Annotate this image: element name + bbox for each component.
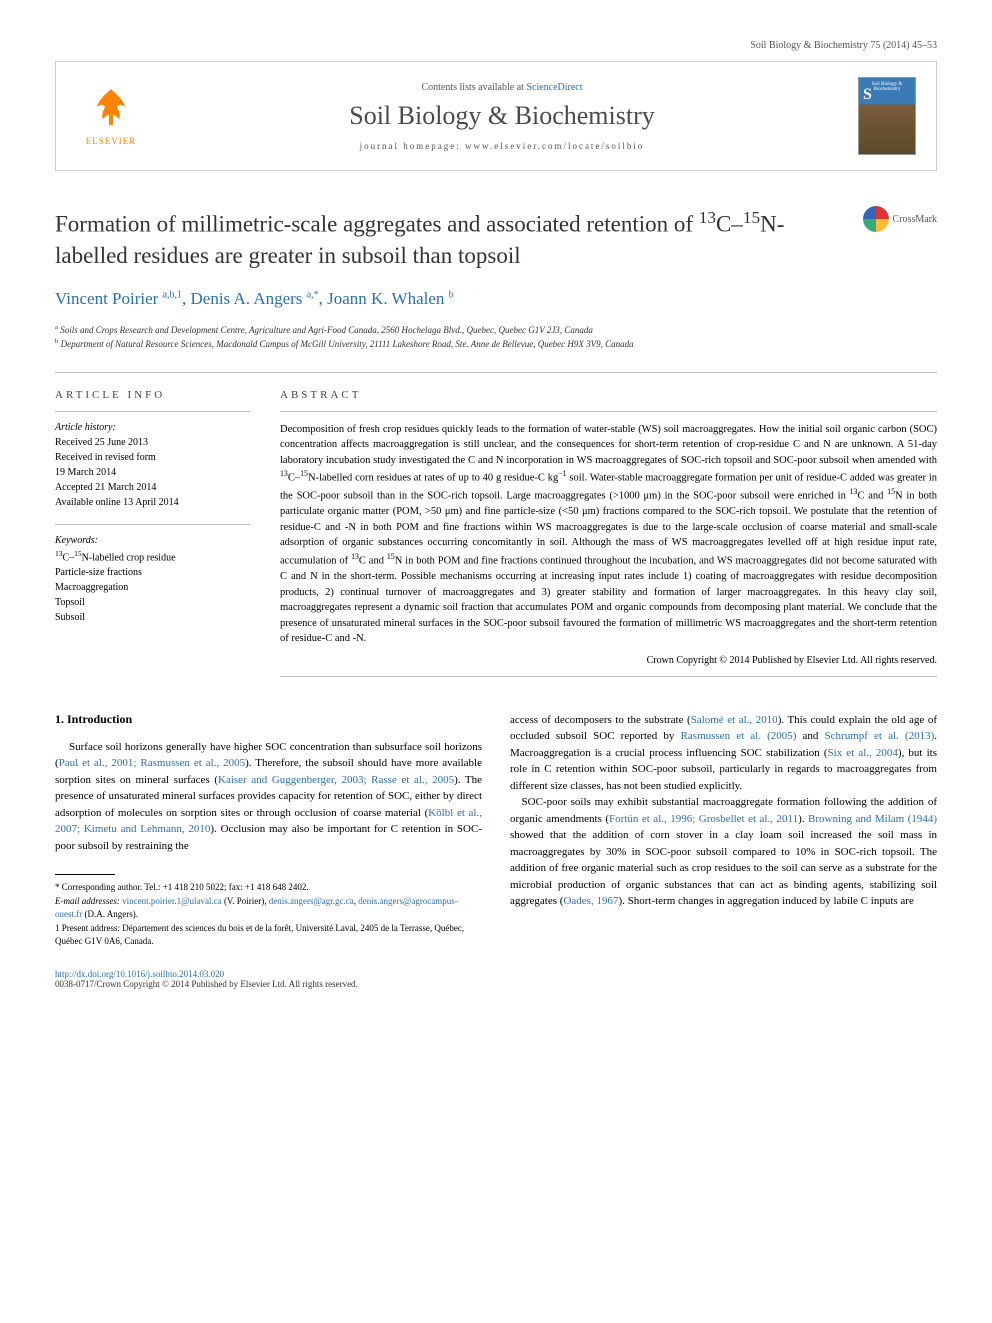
abstract-divider <box>280 411 937 412</box>
elsevier-logo[interactable]: ELSEVIER <box>76 87 146 146</box>
info-divider-2 <box>55 524 250 525</box>
homepage-url[interactable]: www.elsevier.com/locate/soilbio <box>465 141 644 151</box>
article-header: Formation of millimetric-scale aggregate… <box>55 206 937 271</box>
article-info-heading: ARTICLE INFO <box>55 389 250 401</box>
abstract-text: Decomposition of fresh crop residues qui… <box>280 422 937 647</box>
email-label: E-mail addresses: <box>55 896 120 906</box>
page-footer: http://dx.doi.org/10.1016/j.soilbio.2014… <box>55 969 937 989</box>
abstract-divider-bottom <box>280 676 937 677</box>
info-divider <box>55 411 250 412</box>
homepage-line: journal homepage: www.elsevier.com/locat… <box>146 141 858 151</box>
affiliation-b-text: Department of Natural Resource Sciences,… <box>61 339 634 349</box>
corresponding-author: * Corresponding author. Tel.: +1 418 210… <box>55 881 482 895</box>
sciencedirect-link[interactable]: ScienceDirect <box>526 82 582 93</box>
contents-line: Contents lists available at ScienceDirec… <box>146 82 858 93</box>
present-address: 1 Present address: Département des scien… <box>55 922 482 949</box>
authors-line: Vincent Poirier a,b,1, Denis A. Angers a… <box>55 289 937 309</box>
history-label: Article history: <box>55 422 250 433</box>
elsevier-tree-icon <box>76 87 146 134</box>
abstract-heading: ABSTRACT <box>280 389 937 401</box>
column-left: 1. Introduction Surface soil horizons ge… <box>55 712 482 949</box>
cover-s-icon: S <box>863 86 872 104</box>
issn-line: 0038-0717/Crown Copyright © 2014 Publish… <box>55 979 358 989</box>
divider <box>55 372 937 373</box>
abstract-copyright: Crown Copyright © 2014 Published by Else… <box>280 655 937 666</box>
section-heading: 1. Introduction <box>55 712 482 727</box>
article-title: Formation of millimetric-scale aggregate… <box>55 206 843 271</box>
crossmark-badge[interactable]: CrossMark <box>863 206 937 232</box>
journal-name: Soil Biology & Biochemistry <box>146 101 858 131</box>
running-header: Soil Biology & Biochemistry 75 (2014) 45… <box>55 40 937 51</box>
crossmark-icon <box>863 206 889 232</box>
journal-cover-thumbnail[interactable]: S Soil Biology & Biochemistry <box>858 77 916 155</box>
affiliations: a Soils and Crops Research and Developme… <box>55 323 937 352</box>
keywords-label: Keywords: <box>55 535 250 546</box>
journal-banner: ELSEVIER Contents lists available at Sci… <box>55 61 937 171</box>
homepage-prefix: journal homepage: <box>360 141 465 151</box>
crossmark-label: CrossMark <box>893 214 937 225</box>
banner-center: Contents lists available at ScienceDirec… <box>146 82 858 151</box>
body-columns: 1. Introduction Surface soil horizons ge… <box>55 712 937 949</box>
affiliation-b: b Department of Natural Resource Science… <box>55 337 937 352</box>
contents-prefix: Contents lists available at <box>421 82 526 93</box>
body-text-left: Surface soil horizons generally have hig… <box>55 739 482 855</box>
body-text-right: access of decomposers to the substrate (… <box>510 712 937 910</box>
abstract-block: ABSTRACT Decomposition of fresh crop res… <box>280 389 937 677</box>
keywords-text: 13C–15N-labelled crop residueParticle-si… <box>55 548 250 625</box>
column-right: access of decomposers to the substrate (… <box>510 712 937 949</box>
history-text: Received 25 June 2013 Received in revise… <box>55 435 250 510</box>
affiliation-a: a Soils and Crops Research and Developme… <box>55 323 937 338</box>
affiliation-a-text: Soils and Crops Research and Development… <box>60 325 593 335</box>
footnotes: * Corresponding author. Tel.: +1 418 210… <box>55 881 482 949</box>
elsevier-label: ELSEVIER <box>76 136 146 146</box>
doi-link[interactable]: http://dx.doi.org/10.1016/j.soilbio.2014… <box>55 969 224 979</box>
email-line: E-mail addresses: vincent.poirier.1@ulav… <box>55 895 482 922</box>
footnote-divider <box>55 874 115 875</box>
info-abstract-row: ARTICLE INFO Article history: Received 2… <box>55 389 937 677</box>
article-info: ARTICLE INFO Article history: Received 2… <box>55 389 250 677</box>
